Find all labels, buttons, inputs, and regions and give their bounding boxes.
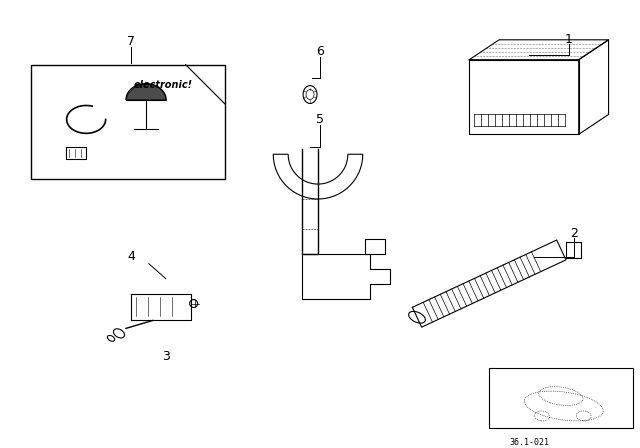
Polygon shape [273,154,363,199]
Text: 2: 2 [570,227,578,240]
Text: electronic!: electronic! [134,80,193,90]
Text: 7: 7 [127,35,135,48]
Text: 4: 4 [127,250,135,263]
Text: 6: 6 [316,45,324,58]
Bar [489,368,634,428]
Text: 1: 1 [565,33,573,46]
Bar [31,65,225,179]
Text: 36.1-021: 36.1-021 [509,438,549,447]
Text: 5: 5 [316,113,324,126]
Text: 3: 3 [162,350,170,363]
